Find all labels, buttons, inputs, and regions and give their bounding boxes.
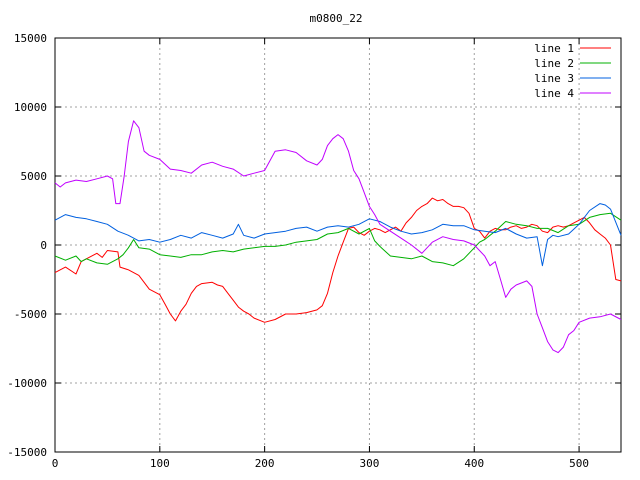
legend-label-2: line 2 (534, 57, 574, 70)
y-tick-label: -15000 (7, 446, 47, 459)
x-tick-label: 100 (150, 457, 170, 470)
series-group (54, 120, 622, 354)
y-tick-label: 15000 (14, 32, 47, 45)
x-tick-label: 300 (360, 457, 380, 470)
y-tick-label: -5000 (14, 308, 47, 321)
legend-label-1: line 1 (534, 42, 574, 55)
legend-label-3: line 3 (534, 72, 574, 85)
chart-title: m0800_22 (310, 12, 363, 25)
series-line-3 (54, 203, 622, 267)
x-tick-label: 400 (464, 457, 484, 470)
legend: line 1 line 2 line 3 line 4 (534, 42, 611, 100)
x-tick-label: 500 (569, 457, 589, 470)
y-tick-label: -10000 (7, 377, 47, 390)
axis-ticks: 0 100 200 300 400 500 -15000 -10000 -5000 0 5000 10… (7, 32, 621, 470)
series-line-1 (54, 197, 622, 323)
x-tick-label: 0 (52, 457, 59, 470)
legend-label-4: line 4 (534, 87, 574, 100)
grid-lines (55, 38, 621, 452)
y-tick-label: 10000 (14, 101, 47, 114)
series-line-4 (54, 120, 622, 354)
x-tick-label: 200 (255, 457, 275, 470)
y-tick-label: 0 (40, 239, 47, 252)
y-tick-label: 5000 (21, 170, 48, 183)
series-line-2 (54, 212, 622, 267)
